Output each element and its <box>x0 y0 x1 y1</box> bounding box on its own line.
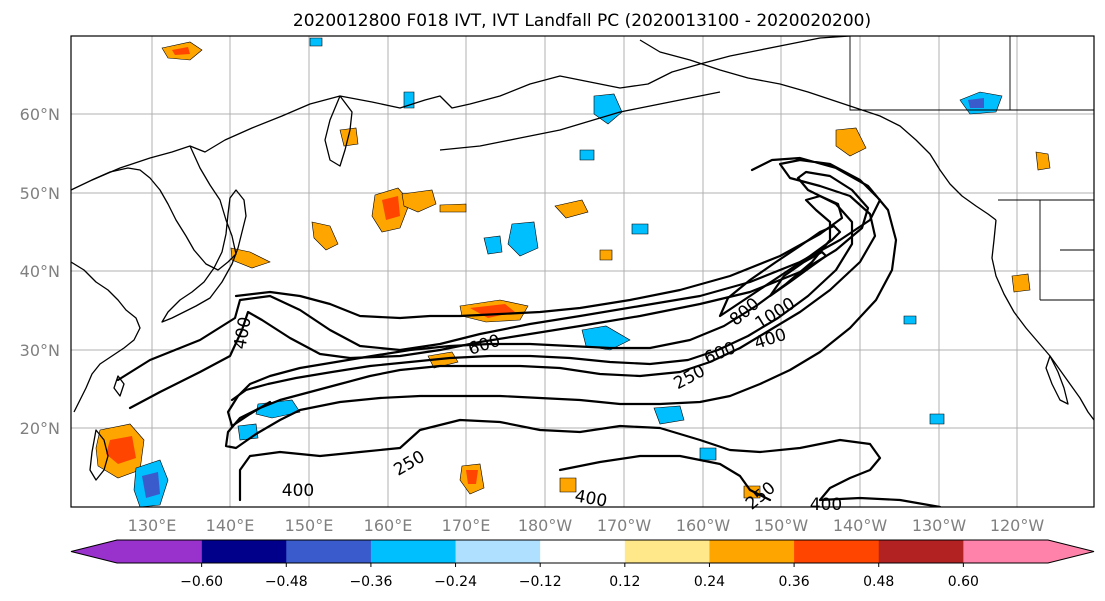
longitude-labels: 130°E 140°E 150°E 160°E 170°E 180°W 170°W 160°W… <box>128 516 1045 535</box>
ivt-contours <box>116 156 942 507</box>
china-korea-coastline <box>71 145 237 413</box>
positive-anomaly-patches <box>95 41 1051 499</box>
colorbar-label: −0.36 <box>349 574 392 590</box>
alaska-coastline <box>639 39 997 221</box>
lon-label: 180°W <box>518 516 573 535</box>
colorbar-segment <box>878 540 964 563</box>
colorbar-segment <box>455 540 541 563</box>
lat-label: 40°N <box>20 262 60 281</box>
contour-800 <box>718 224 842 318</box>
lon-label: 140°W <box>833 516 888 535</box>
colorbar-labels: −0.60 −0.48 −0.36 −0.24 −0.12 0.12 0.24 0.36 0.4… <box>180 563 979 590</box>
colorbar-label: 0.60 <box>948 574 979 590</box>
colorbar-label: 0.48 <box>863 574 894 590</box>
lat-label: 60°N <box>20 105 60 124</box>
colorbar-outline <box>70 539 1095 564</box>
kamchatka-coastline <box>324 95 353 167</box>
latitude-labels: 60°N 50°N 40°N 30°N 20°N <box>20 105 60 438</box>
lon-label: 150°E <box>285 516 334 535</box>
colorbar-segment <box>71 540 202 563</box>
colorbar-label: 0.24 <box>694 574 725 590</box>
colorbar-segment <box>709 540 795 563</box>
contour-southern-400 <box>238 418 942 507</box>
colorbar-segment <box>286 540 372 563</box>
aleutian-chain <box>439 91 721 151</box>
lat-label: 30°N <box>20 341 60 360</box>
taiwan-coastline <box>113 375 125 397</box>
gridlines <box>71 36 1094 507</box>
negative-anomaly-patches <box>133 37 1003 507</box>
map-panel: 400 600 800 1000 600 400 250 250 400 400… <box>70 35 1095 515</box>
figure-title: 2020012800 F018 IVT, IVT Landfall PC (20… <box>293 11 871 31</box>
contour-label: 400 <box>573 486 608 511</box>
lon-label: 130°E <box>128 516 177 535</box>
contour-southern-250 <box>558 454 772 502</box>
colorbar: −0.60 −0.48 −0.36 −0.24 −0.12 0.12 0.24 0.36 0.4… <box>70 539 1095 590</box>
ivt-anomaly-fields <box>95 37 1051 507</box>
lon-label: 170°W <box>597 516 652 535</box>
contour-400 <box>128 170 870 410</box>
colorbar-label: 0.36 <box>779 574 810 590</box>
colorbar-label: −0.24 <box>434 574 477 590</box>
contour-250 <box>116 156 898 450</box>
north-america-west-coast <box>991 219 1094 421</box>
contour-1000 <box>768 250 828 298</box>
japan-coastline <box>161 189 247 323</box>
lon-label: 130°W <box>912 516 967 535</box>
lon-label: 120°W <box>990 516 1045 535</box>
colorbar-segment <box>624 540 710 563</box>
contour-label: 400 <box>810 495 842 515</box>
lon-label: 140°E <box>206 516 255 535</box>
map-frame <box>70 35 1095 508</box>
colorbar-segment <box>794 540 880 563</box>
lon-label: 160°E <box>364 516 413 535</box>
lat-label: 20°N <box>20 419 60 438</box>
colorbar-segment <box>540 540 626 563</box>
colorbar-segment <box>963 540 1094 563</box>
colorbar-segment <box>201 540 287 563</box>
colorbar-label: −0.12 <box>519 574 562 590</box>
contour-600 <box>226 194 844 428</box>
contour-label: 400 <box>282 481 314 501</box>
colorbar-segment <box>370 540 457 563</box>
us-canada-border <box>849 36 1094 301</box>
baja-california <box>1045 355 1069 405</box>
colorbar-label: 0.12 <box>609 574 640 590</box>
lon-label: 160°W <box>676 516 731 535</box>
coastlines <box>71 36 1094 481</box>
philippines-coastline <box>89 429 109 481</box>
lat-label: 50°N <box>20 184 60 203</box>
colorbar-label: −0.48 <box>265 574 308 590</box>
lon-label: 170°E <box>442 516 491 535</box>
colorbar-label: −0.60 <box>180 574 223 590</box>
lon-label: 150°W <box>754 516 809 535</box>
colorbar-segments <box>70 539 1095 564</box>
